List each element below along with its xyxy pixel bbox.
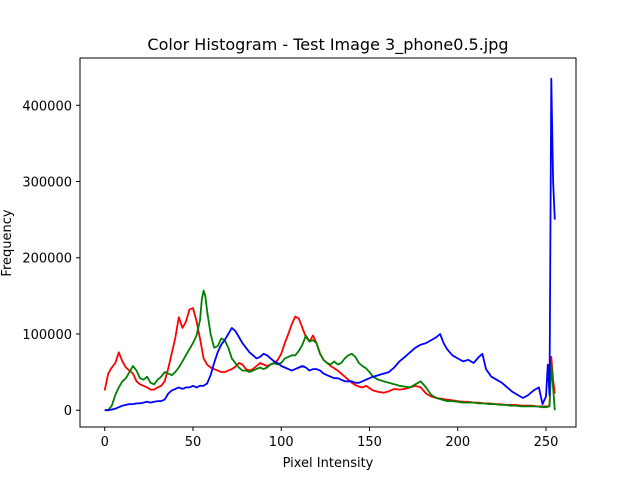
y-tick-label: 100000 (22, 328, 72, 343)
y-axis-ticks: 0 100000 200000 300000 400000 (22, 99, 80, 419)
x-axis-label: Pixel Intensity (283, 456, 374, 471)
plot-lines (103, 77, 556, 412)
x-tick-label: 100 (269, 435, 294, 450)
x-tick-label: 250 (534, 435, 559, 450)
x-tick-label: 150 (357, 435, 382, 450)
y-tick-label: 0 (64, 404, 72, 419)
series-line-1 (104, 289, 556, 412)
chart-title: Color Histogram - Test Image 3_phone0.5.… (147, 35, 508, 55)
x-tick-label: 200 (445, 435, 470, 450)
y-tick-label: 200000 (22, 252, 72, 267)
y-tick-label: 400000 (22, 99, 72, 114)
x-tick-label: 0 (101, 435, 109, 450)
axes-frame (79, 57, 577, 428)
series-line-2 (104, 77, 556, 412)
y-axis-label: Frequency (0, 209, 15, 276)
y-tick-label: 300000 (22, 176, 72, 191)
x-axis-ticks: 0 50 100 150 200 250 (101, 427, 559, 450)
x-tick-label: 50 (185, 435, 202, 450)
